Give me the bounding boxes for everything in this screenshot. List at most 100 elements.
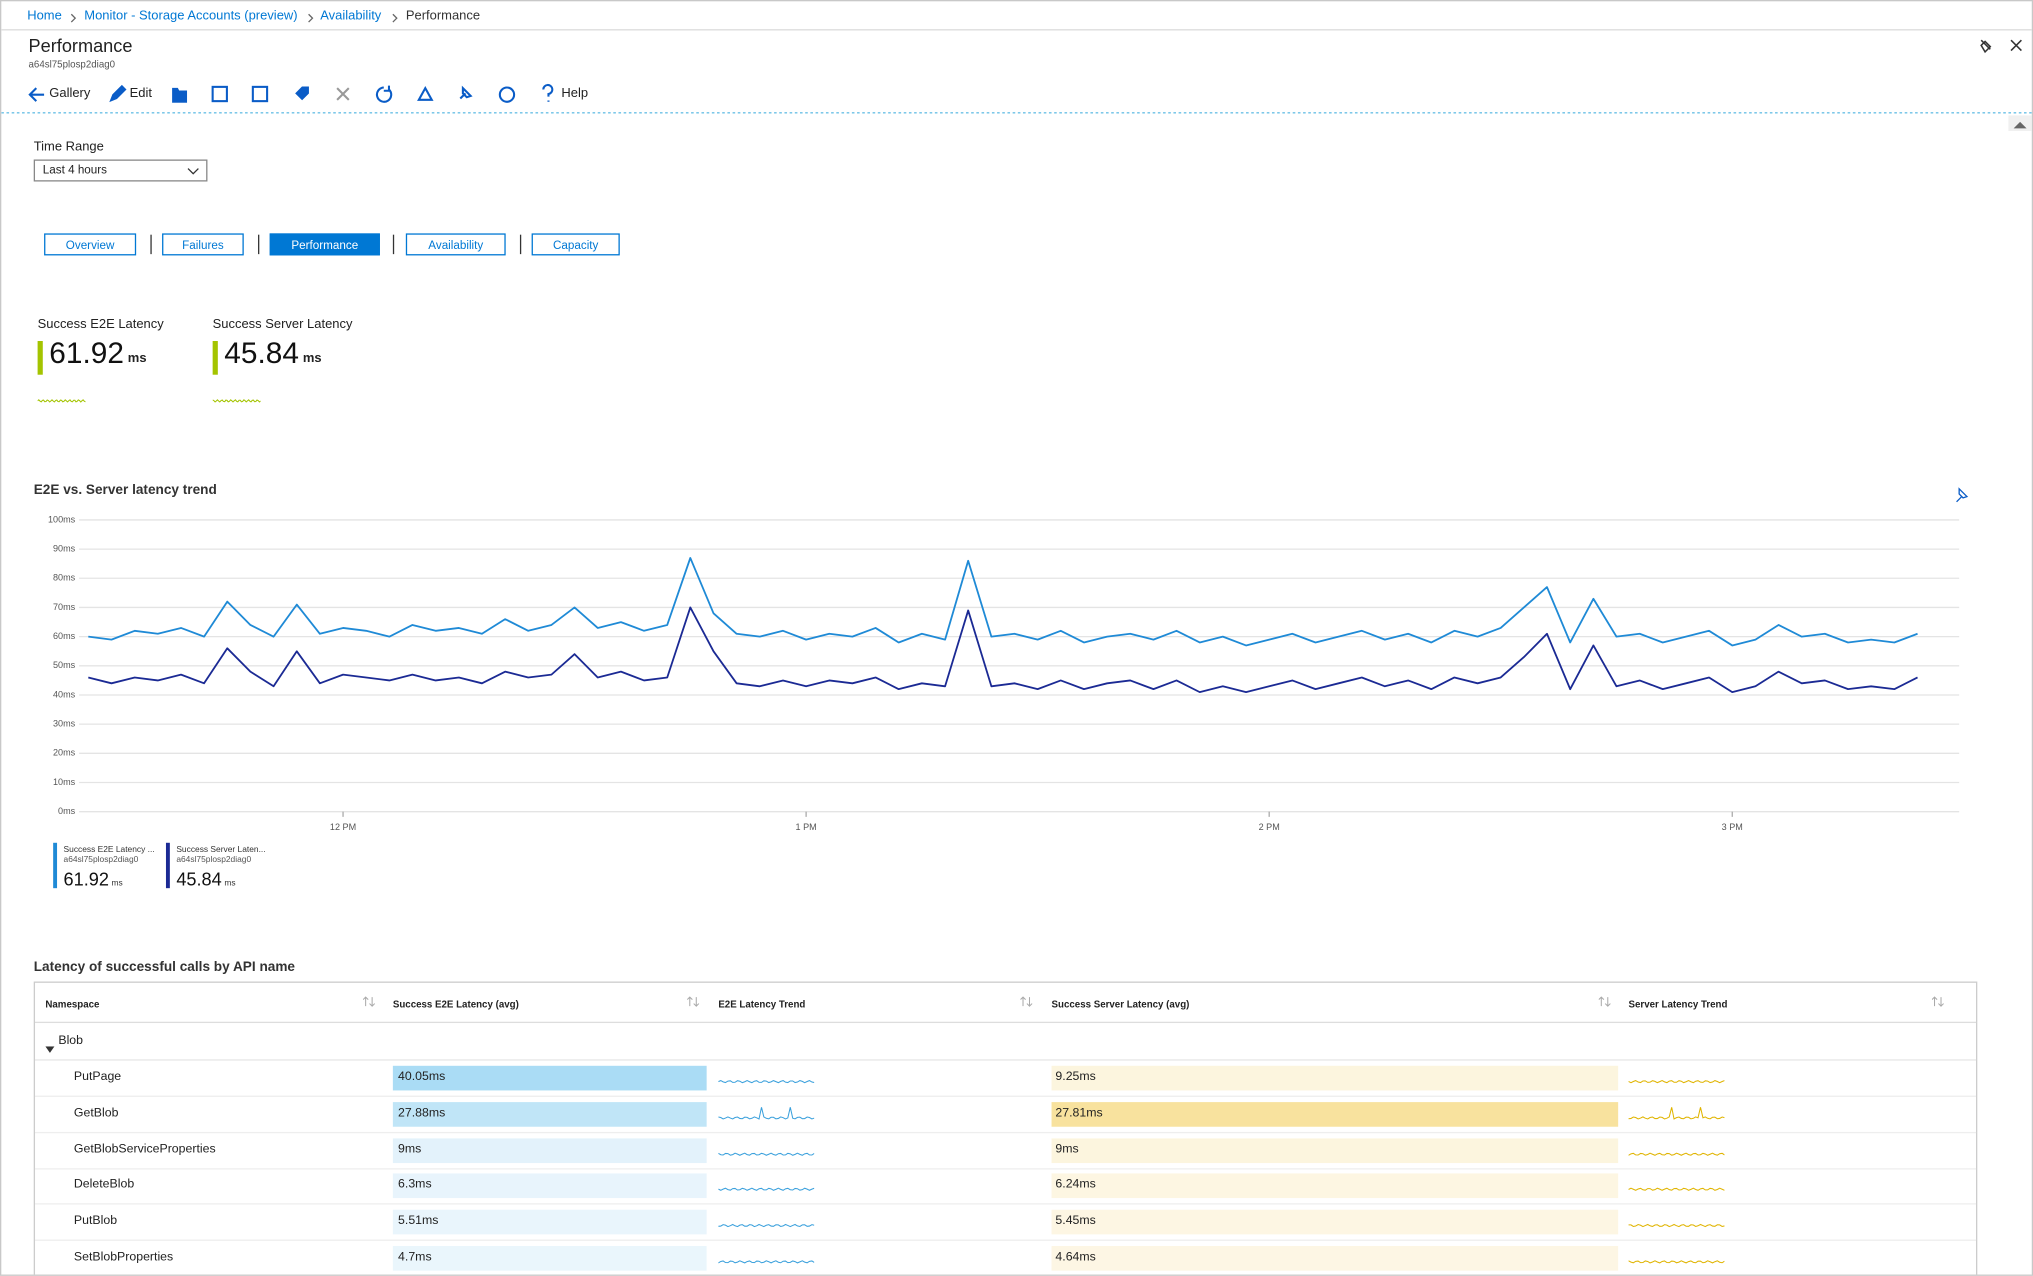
row-divider <box>35 1167 1977 1170</box>
e2e-value: 9ms <box>398 1141 422 1157</box>
tab-selected[interactable]: Performance <box>269 233 380 256</box>
sparkline <box>1628 1080 1725 1084</box>
legend-resource: a64sl75plosp2diag0 <box>176 854 251 864</box>
tab-separator <box>258 234 260 255</box>
server-value: 6.24ms <box>1055 1177 1096 1193</box>
server-value: 4.64ms <box>1055 1249 1096 1265</box>
y-tick-label: 40ms <box>53 689 76 699</box>
toolbar-gallery[interactable]: Gallery <box>49 86 91 102</box>
y-tick-label: 70ms <box>53 602 76 612</box>
tab-separator <box>150 234 152 255</box>
breadcrumb-link[interactable]: Availability <box>320 9 382 24</box>
server-value: 9.25ms <box>1055 1069 1096 1084</box>
x-tick-label: 1 PM <box>796 822 817 832</box>
sparkline-path <box>1628 1224 1725 1228</box>
e2e-heat-cell <box>392 1209 707 1235</box>
legend-swatch <box>165 842 170 889</box>
y-tick-label: 100ms <box>48 514 76 524</box>
sparkline-path <box>1628 1080 1725 1084</box>
row-divider <box>35 1059 1977 1061</box>
e2e-value: 5.51ms <box>398 1213 439 1229</box>
toolbar-help[interactable]: Help <box>561 86 589 102</box>
sparkline-path <box>37 399 86 403</box>
chart-title: E2E vs. Server latency trend <box>34 482 217 497</box>
y-tick-label: 90ms <box>53 544 76 554</box>
legend-value: 45.84 <box>176 870 221 890</box>
legend-value: 61.92 <box>64 870 109 890</box>
sort-icon <box>1598 996 1612 1010</box>
x-tick-label: 2 PM <box>1259 822 1280 832</box>
legend-name: Success Server Laten... <box>176 844 265 854</box>
server-heat-cell <box>1051 1137 1619 1163</box>
tile-label: Success E2E Latency <box>37 317 164 332</box>
sparkline <box>718 1106 815 1120</box>
sparkline-path <box>718 1152 815 1156</box>
server-heat-cell <box>1051 1065 1619 1091</box>
sparkline-path <box>718 1188 815 1192</box>
tab[interactable]: Capacity <box>531 233 620 256</box>
sparkline <box>37 399 86 403</box>
legend-name: Success E2E Latency ... <box>64 844 155 854</box>
server-heat-cell <box>1051 1173 1619 1199</box>
sparkline <box>718 1188 815 1192</box>
y-tick-label: 50ms <box>53 660 76 670</box>
sort-arrows <box>1598 996 1611 1007</box>
sparkline-path <box>718 1224 815 1228</box>
tile-unit: ms <box>302 351 322 366</box>
sparkline-path <box>718 1260 815 1264</box>
sparkline <box>718 1260 815 1264</box>
row-name: PutPage <box>73 1069 122 1084</box>
e2e-heat-cell <box>392 1137 707 1163</box>
sparkline-path <box>1628 1152 1725 1156</box>
tab[interactable]: Availability <box>405 233 506 256</box>
y-tick-label: 10ms <box>53 777 76 787</box>
sparkline <box>718 1080 815 1084</box>
sparkline <box>1628 1152 1725 1156</box>
e2e-heat-cell <box>392 1246 707 1271</box>
toolbar-edit[interactable]: Edit <box>129 86 153 102</box>
sparkline-path <box>718 1080 815 1084</box>
y-tick-label: 0ms <box>58 806 76 816</box>
row-name: PutBlob <box>73 1213 118 1229</box>
time-range-label: Time Range <box>33 140 104 155</box>
time-range-dropdown[interactable]: Last 4 hours <box>33 159 208 182</box>
breadcrumb-link[interactable]: Home <box>27 9 62 24</box>
tab[interactable]: Overview <box>44 233 137 256</box>
sparkline-path <box>1628 1260 1725 1264</box>
time-range-value: Last 4 hours <box>42 163 108 177</box>
sort-arrows <box>1931 996 1944 1007</box>
e2e-value: 40.05ms <box>398 1069 446 1084</box>
sort-arrows <box>362 996 376 1007</box>
x-tick-label: 3 PM <box>1722 822 1743 832</box>
e2e-value: 4.7ms <box>398 1249 432 1265</box>
sparkline-path <box>718 1106 815 1120</box>
tile-bar <box>37 341 43 375</box>
table-title: Latency of successful calls by API name <box>33 959 296 976</box>
e2e-heat-cell <box>392 1065 707 1091</box>
tile-value: 61.92 <box>49 335 124 370</box>
breadcrumb-link[interactable]: Monitor - Storage Accounts (preview) <box>84 9 298 24</box>
y-tick-label: 30ms <box>53 719 76 729</box>
page-title: Performance <box>28 35 133 56</box>
tile-label: Success Server Latency <box>212 317 353 332</box>
e2e-value: 6.3ms <box>398 1177 432 1193</box>
e2e-value: 27.88ms <box>398 1105 446 1120</box>
sparkline <box>212 399 261 403</box>
tab[interactable]: Failures <box>162 233 244 256</box>
row-name: SetBlobProperties <box>73 1249 174 1265</box>
legend-swatch <box>53 842 58 889</box>
row-name: GetBlob <box>73 1105 119 1120</box>
sort-arrows <box>686 996 700 1007</box>
header-divider <box>35 1021 1977 1024</box>
column-header: Success Server Latency (avg) <box>1051 998 1190 1011</box>
legend-resource: a64sl75plosp2diag0 <box>64 854 139 864</box>
sort-icon <box>1931 996 1945 1010</box>
caret <box>45 1046 55 1053</box>
series-line <box>88 557 1918 647</box>
legend-unit: ms <box>112 878 123 888</box>
row-divider <box>35 1131 1977 1133</box>
column-header: Namespace <box>45 998 100 1011</box>
row-name: DeleteBlob <box>73 1177 135 1193</box>
